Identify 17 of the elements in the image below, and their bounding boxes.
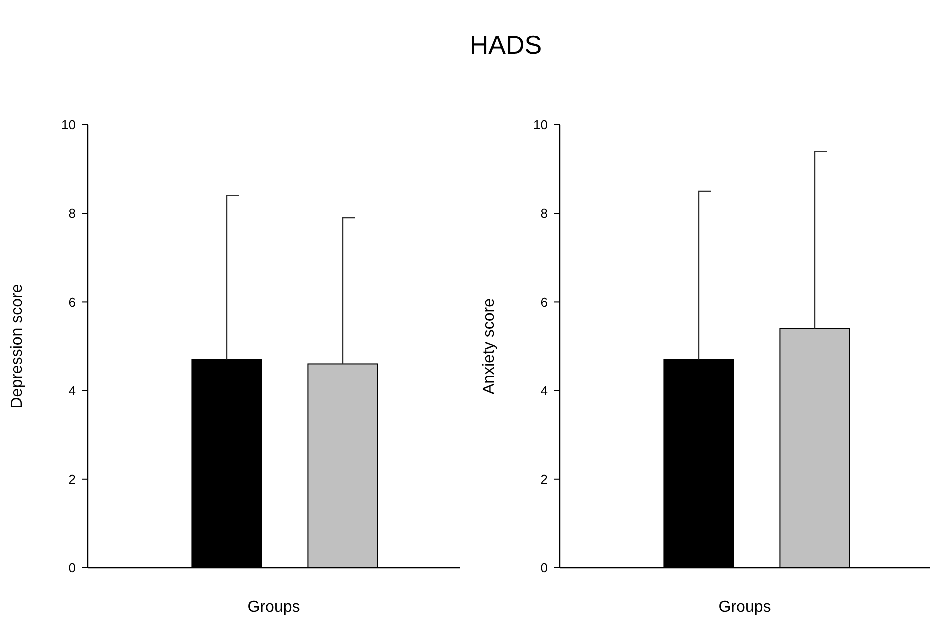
y-axis-title: Anxiety score xyxy=(481,298,498,395)
x-axis-title: Groups xyxy=(718,599,772,616)
y-axis-title: Depression score xyxy=(9,284,26,409)
y-tick-label: 2 xyxy=(68,472,76,487)
y-tick-label: 10 xyxy=(62,118,76,133)
y-tick-label: 6 xyxy=(68,294,76,310)
y-tick-label: 4 xyxy=(540,383,548,398)
y-tick-label: 8 xyxy=(68,206,76,222)
y-tick-label: 10 xyxy=(534,118,548,133)
y-tick-label: 8 xyxy=(540,206,548,222)
y-tick-label: 0 xyxy=(540,560,548,576)
y-tick-label: 4 xyxy=(68,383,76,398)
y-tick-label: 6 xyxy=(540,294,548,310)
x-axis-title: Groups xyxy=(248,599,300,616)
y-tick-label: 0 xyxy=(68,560,76,576)
chart-title: HADS xyxy=(470,30,542,60)
y-tick-label: 2 xyxy=(540,472,548,487)
